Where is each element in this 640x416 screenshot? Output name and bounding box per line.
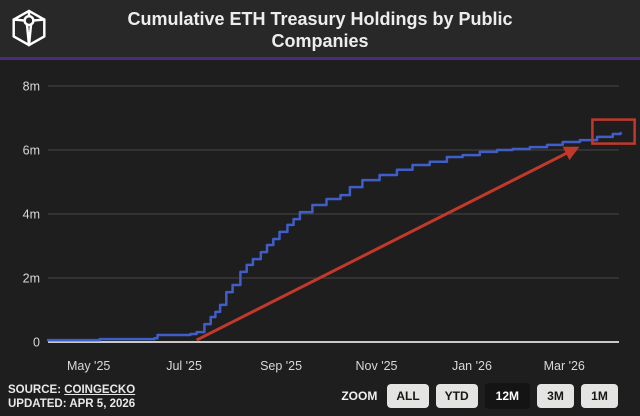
source-label: SOURCE: — [8, 384, 65, 396]
zoom-button-ytd[interactable]: YTD — [435, 384, 478, 408]
zoom-label: ZOOM — [341, 389, 378, 403]
zoom-button-3m[interactable]: 3M — [537, 384, 574, 408]
source-link[interactable]: COINGECKO — [64, 384, 136, 396]
y-tick-label: 0 — [33, 336, 40, 350]
y-tick-label: 6m — [23, 144, 40, 158]
zoom-button-all[interactable]: ALL — [387, 384, 429, 408]
page-title: Cumulative ETH Treasury Holdings by Publ… — [0, 0, 640, 52]
x-tick-label: Nov '25 — [356, 359, 398, 373]
annotation-box — [591, 118, 636, 145]
cube-logo-icon — [12, 9, 46, 47]
holdings-line — [46, 131, 622, 342]
zoom-controls: ZOOM ALL YTD 12M 3M 1M — [341, 383, 618, 409]
y-tick-label: 8m — [23, 80, 40, 94]
footer: SOURCE: COINGECKO UPDATED: APR 5, 2026 Z… — [0, 378, 640, 416]
x-tick-label: Mar '26 — [544, 359, 585, 373]
page-title-text: Cumulative ETH Treasury Holdings by Publ… — [127, 9, 513, 51]
y-tick-label: 4m — [23, 208, 40, 222]
x-tick-label: Jan '26 — [452, 359, 492, 373]
holdings-chart: 0 2m 4m 6m 8m May '25 Jul '25 Sep '25 Nov '25 Jan… — [23, 80, 636, 373]
annotation-arrow — [195, 146, 580, 342]
zoom-button-12m[interactable]: 12M — [484, 383, 530, 409]
zoom-button-1m[interactable]: 1M — [581, 384, 618, 408]
x-tick-label: Sep '25 — [260, 359, 302, 373]
x-tick-label: May '25 — [67, 359, 110, 373]
x-tick-label: Jul '25 — [166, 359, 202, 373]
updated-line: UPDATED: APR 5, 2026 — [8, 398, 136, 410]
header: Cumulative ETH Treasury Holdings by Publ… — [0, 0, 640, 60]
source-line: SOURCE: COINGECKO — [8, 383, 135, 397]
y-tick-label: 2m — [23, 272, 40, 286]
source-block: SOURCE: COINGECKO UPDATED: APR 5, 2026 — [8, 383, 135, 411]
